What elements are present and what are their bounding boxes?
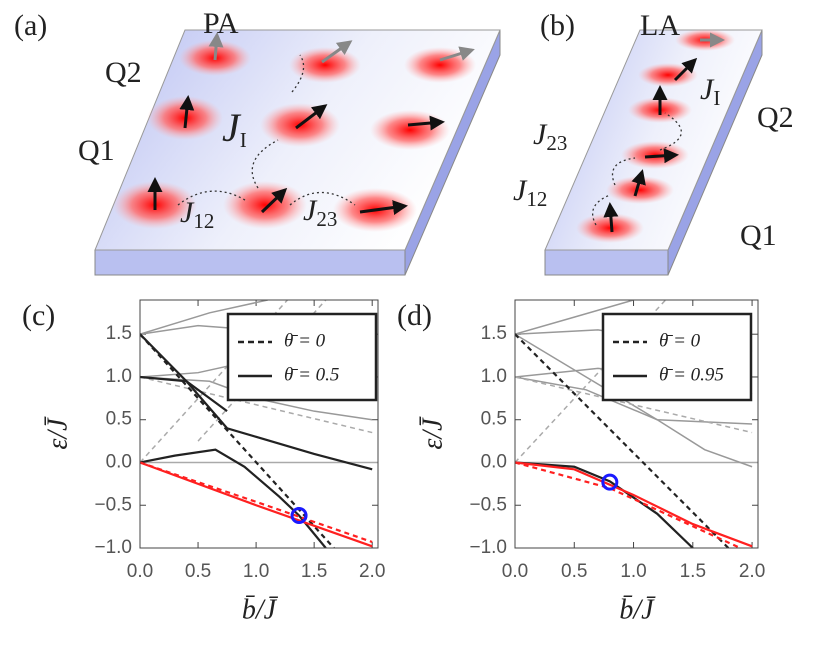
x-tick-label: 0.0 xyxy=(127,561,153,582)
y-axis-label: ε/J̄ xyxy=(42,416,73,449)
panel-label: (d) xyxy=(397,299,432,332)
y-tick-label: 0.0 xyxy=(106,451,132,472)
x-tick-label: 1.0 xyxy=(243,561,269,582)
series-line xyxy=(140,461,373,544)
coupling: J23 xyxy=(303,194,337,231)
y-tick-label: −0.5 xyxy=(94,494,132,515)
series-line xyxy=(515,333,753,468)
q1-label: Q1 xyxy=(740,219,777,252)
x-tick-label: 1.5 xyxy=(680,561,706,582)
y-tick-label: 1.0 xyxy=(481,366,507,387)
y-tick-label: 0.5 xyxy=(106,409,132,430)
q2-label: Q2 xyxy=(757,101,794,134)
y-tick-label: 1.0 xyxy=(106,366,132,387)
y-tick-label: −0.5 xyxy=(469,494,507,515)
x-axis-label: b̄/J̄ xyxy=(242,594,278,625)
marker xyxy=(290,507,308,525)
slab-a xyxy=(94,29,501,276)
chart: (d) b̄/J̄ ε/J̄ 0.0 0.5 1.0 1.5 2.0 −1.0 −0.5 0.0 0.… xyxy=(397,299,765,626)
plot-frame xyxy=(139,299,379,549)
slab-b xyxy=(544,29,763,276)
y-axis-label: ε/J̄ xyxy=(417,416,448,449)
chart: (c) b̄/J̄ ε/J̄ 0.0 0.5 1.0 1.5 2.0 −1.0 −0.5 0.0 0.… xyxy=(22,299,385,626)
schematic-labels: (a) PA Q2 Q1 JI J12 J23 (b) LA Q2 Q1 JI … xyxy=(14,7,794,252)
q2-label: Q2 xyxy=(105,56,142,89)
series-line xyxy=(515,376,753,434)
y-tick-label: 1.5 xyxy=(481,323,507,344)
series-line xyxy=(140,333,373,471)
x-tick-label: 0.5 xyxy=(561,561,587,582)
y-tick-label: 0.0 xyxy=(481,451,507,472)
series-line xyxy=(140,376,373,434)
x-tick-label: 1.0 xyxy=(620,561,646,582)
y-tick-label: −1.0 xyxy=(469,537,507,558)
y-tick-label: 1.5 xyxy=(106,323,132,344)
x-tick-label: 2.0 xyxy=(739,561,765,582)
legend-label: θ̄ = 0.95 xyxy=(659,364,724,385)
x-tick-label: 2.0 xyxy=(359,561,385,582)
phase-label: PA xyxy=(203,7,239,40)
coupling: J12 xyxy=(513,174,547,211)
panel-label: (c) xyxy=(22,299,55,332)
series-line xyxy=(140,448,327,548)
phase-label: LA xyxy=(640,9,680,42)
plot-frame xyxy=(514,299,759,549)
series-line xyxy=(140,461,373,548)
legend-box xyxy=(226,312,378,402)
q1-label: Q1 xyxy=(78,134,115,167)
series-group xyxy=(515,300,758,548)
x-tick-label: 0.5 xyxy=(185,561,211,582)
series-line xyxy=(515,461,694,548)
y-tick-label: −1.0 xyxy=(94,537,132,558)
legend-box xyxy=(601,312,753,402)
series-line xyxy=(515,461,741,548)
panel-label: (a) xyxy=(14,9,47,42)
panel-label: (b) xyxy=(540,9,575,42)
coupling: JI xyxy=(700,73,720,110)
coupling: JI xyxy=(222,105,247,152)
series-line xyxy=(140,300,268,335)
x-tick-label: 1.5 xyxy=(301,561,327,582)
x-tick-label: 0.0 xyxy=(502,561,528,582)
marker xyxy=(601,473,619,491)
series-line xyxy=(197,300,327,442)
legend-label: θ̄ = 0.5 xyxy=(284,364,339,385)
y-tick-label: 0.5 xyxy=(481,409,507,430)
x-axis-label: b̄/J̄ xyxy=(619,594,655,625)
legend-label: θ̄ = 0 xyxy=(284,330,326,351)
series-line xyxy=(515,300,634,335)
coupling: J23 xyxy=(533,118,567,155)
series-line xyxy=(140,333,335,548)
legend-label: θ̄ = 0 xyxy=(659,330,701,351)
coupling: J12 xyxy=(180,196,214,233)
series-line xyxy=(515,376,753,425)
series-line xyxy=(515,461,753,548)
series-line xyxy=(140,375,228,413)
